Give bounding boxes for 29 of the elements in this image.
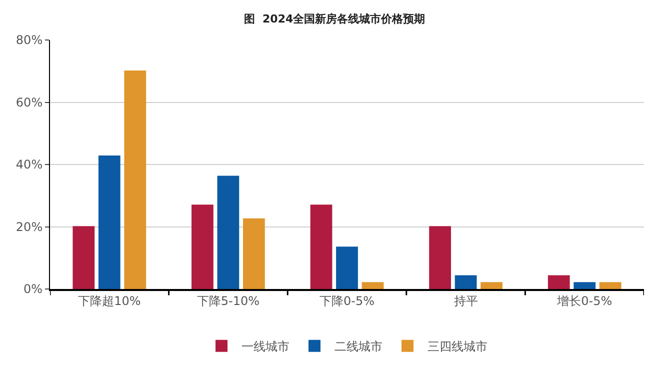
y-tick-label: 40% [16, 158, 43, 172]
bar [310, 204, 332, 289]
legend-label: 二线城市 [334, 340, 382, 354]
y-tick-label: 60% [16, 95, 43, 110]
bar [548, 275, 570, 289]
bar [243, 218, 265, 289]
bar [98, 155, 120, 289]
bar [217, 176, 240, 289]
legend-label: 三四线城市 [428, 340, 488, 354]
legend-label: 一线城市 [242, 340, 290, 354]
bar [336, 246, 358, 289]
bar [192, 204, 214, 289]
bar [72, 226, 95, 289]
y-tick-label: 80% [16, 33, 43, 48]
x-tick-label: 下降5-10% [196, 294, 260, 308]
bar [429, 226, 451, 289]
x-tick-label: 持平 [454, 294, 478, 308]
y-tick-label: 20% [16, 220, 43, 234]
bar [480, 282, 502, 289]
bar [454, 275, 477, 289]
bar [599, 282, 622, 289]
bar [574, 282, 596, 289]
x-tick-label: 增长0-5% [556, 294, 612, 308]
x-tick-label: 下降超10% [78, 294, 141, 308]
chart-title: 图 2024全国新房各线城市价格预期 [244, 12, 426, 26]
bar [362, 282, 384, 289]
bar [124, 70, 146, 289]
x-tick-label: 下降0-5% [319, 294, 375, 308]
y-tick-label: 0% [24, 282, 43, 296]
